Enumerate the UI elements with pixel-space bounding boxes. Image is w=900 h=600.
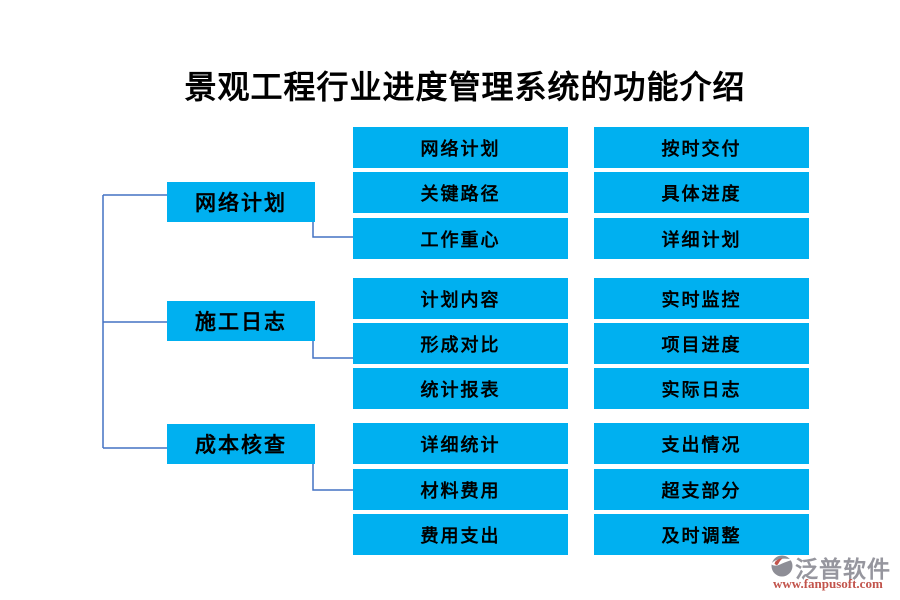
detail-box: 及时调整 [594,514,809,555]
feature-box: 工作重心 [353,218,568,259]
fanpu-logo-icon [771,555,793,577]
detail-box: 详细计划 [594,218,809,259]
watermark-url: www.fanpusoft.com [773,576,883,591]
category-box: 网络计划 [167,182,315,222]
feature-box: 网络计划 [353,127,568,168]
detail-box: 支出情况 [594,423,809,464]
category-box: 成本核查 [167,424,315,464]
feature-box: 材料费用 [353,469,568,510]
feature-box: 统计报表 [353,368,568,409]
watermark: 泛普软件 www.fanpusoft.com [768,548,898,596]
detail-box: 实时监控 [594,278,809,319]
feature-box: 关键路径 [353,172,568,213]
watermark-brand: 泛普软件 [795,557,891,582]
detail-box: 项目进度 [594,323,809,364]
category-box: 施工日志 [167,301,315,341]
feature-box: 详细统计 [353,423,568,464]
detail-box: 按时交付 [594,127,809,168]
detail-box: 超支部分 [594,469,809,510]
feature-box: 计划内容 [353,278,568,319]
page-title: 景观工程行业进度管理系统的功能介绍 [184,69,746,105]
detail-box: 实际日志 [594,368,809,409]
detail-box: 具体进度 [594,172,809,213]
feature-box: 形成对比 [353,323,568,364]
feature-box: 费用支出 [353,514,568,555]
